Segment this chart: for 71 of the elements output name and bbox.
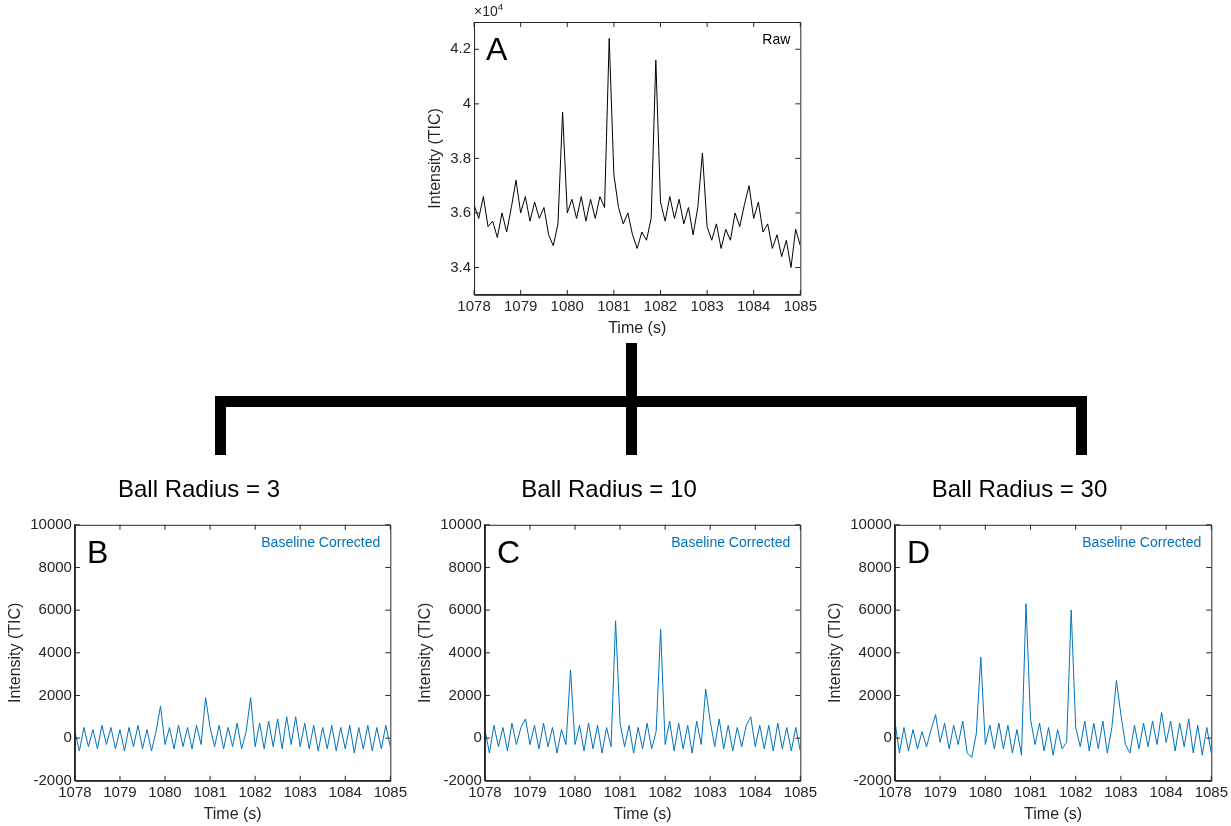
y-tick-label: 2000: [38, 685, 72, 703]
x-tick-label: 1083: [690, 296, 724, 314]
x-tick-label: 1084: [737, 296, 771, 314]
y-tick-label: 10000: [30, 514, 72, 532]
x-tick-label: 1084: [1149, 782, 1183, 800]
y-tick-label: 10000: [850, 514, 892, 532]
y-axis-title: Intensity (TIC): [826, 602, 844, 704]
y-tick-label: 8000: [38, 557, 72, 575]
y-tick-label: 3.8: [450, 148, 472, 166]
x-tick-label: 1080: [550, 296, 584, 314]
annotation: Raw: [762, 31, 792, 47]
y-tick-label: 6000: [448, 600, 482, 618]
y-tick-label: 0: [473, 728, 482, 746]
x-tick-label: 1080: [148, 782, 182, 800]
chart-title: Ball Radius = 10: [521, 475, 697, 503]
x-tick-label: 1081: [597, 296, 631, 314]
annotation: Baseline Corrected: [1082, 533, 1202, 550]
y-tick-label: 8000: [858, 557, 892, 575]
x-tick-label: 1081: [193, 782, 227, 800]
x-tick-label: 1084: [738, 782, 772, 800]
annotation: Baseline Corrected: [671, 533, 791, 550]
y-tick-label: 2000: [448, 685, 482, 703]
x-tick-label: 1079: [923, 782, 957, 800]
x-axis-title: Time (s): [608, 318, 667, 336]
x-tick-label: 1083: [693, 782, 727, 800]
x-axis-title: Time (s): [203, 804, 262, 822]
x-tick-label: 1085: [783, 782, 817, 800]
y-tick-label: 4.2: [450, 39, 472, 57]
y-axis-title: Intensity (TIC): [416, 602, 434, 704]
y-tick-label: 3.6: [450, 203, 472, 221]
x-tick-label: 1084: [328, 782, 362, 800]
x-tick-label: 1079: [513, 782, 547, 800]
x-tick-label: 1085: [1194, 782, 1228, 800]
x-tick-label: 1079: [503, 296, 538, 314]
x-tick-label: 1080: [968, 782, 1002, 800]
x-tick-label: 1081: [1013, 782, 1048, 800]
y-tick-label: 4: [462, 93, 472, 111]
x-axis-title: Time (s): [613, 804, 672, 822]
x-tick-label: 1082: [643, 296, 678, 314]
y-tick-label: 2000: [858, 685, 892, 703]
x-tick-label: 1085: [783, 296, 817, 314]
y-axis-title: Intensity (TIC): [6, 602, 24, 704]
x-tick-label: 1082: [1059, 782, 1093, 800]
y-tick-label: 4000: [858, 642, 892, 660]
annotation: Baseline Corrected: [261, 533, 381, 550]
y-axis-title: Intensity (TIC): [426, 108, 444, 209]
y-tick-label: 4000: [448, 642, 482, 660]
y-tick-label: 6000: [858, 600, 892, 618]
x-tick-label: 1080: [558, 782, 592, 800]
annotation: A: [486, 31, 509, 67]
x-tick-label: 1082: [238, 782, 272, 800]
x-tick-label: 1085: [373, 782, 407, 800]
y-tick-label: 10000: [440, 514, 482, 532]
x-tick-label: 1078: [457, 296, 491, 314]
chart-title: Ball Radius = 3: [117, 475, 281, 503]
annotation: C: [496, 533, 521, 570]
x-axis-title: Time (s): [1024, 804, 1083, 822]
x-tick-label: 1083: [1104, 782, 1138, 800]
y-tick-label: 0: [883, 728, 892, 746]
x-tick-label: 1082: [648, 782, 682, 800]
y-tick-label: 3.4: [450, 257, 472, 275]
x-tick-label: 1081: [603, 782, 637, 800]
y-tick-label: 6000: [38, 600, 72, 618]
annotation: D: [906, 533, 931, 570]
annotation: B: [86, 533, 109, 570]
x-tick-label: 1079: [103, 782, 137, 800]
x-tick-label: 1083: [283, 782, 317, 800]
y-tick-label: 8000: [448, 557, 482, 575]
y-tick-label: 4000: [38, 642, 72, 660]
y-tick-label: 0: [63, 728, 72, 746]
chart-title: Ball Radius = 30: [931, 475, 1108, 503]
